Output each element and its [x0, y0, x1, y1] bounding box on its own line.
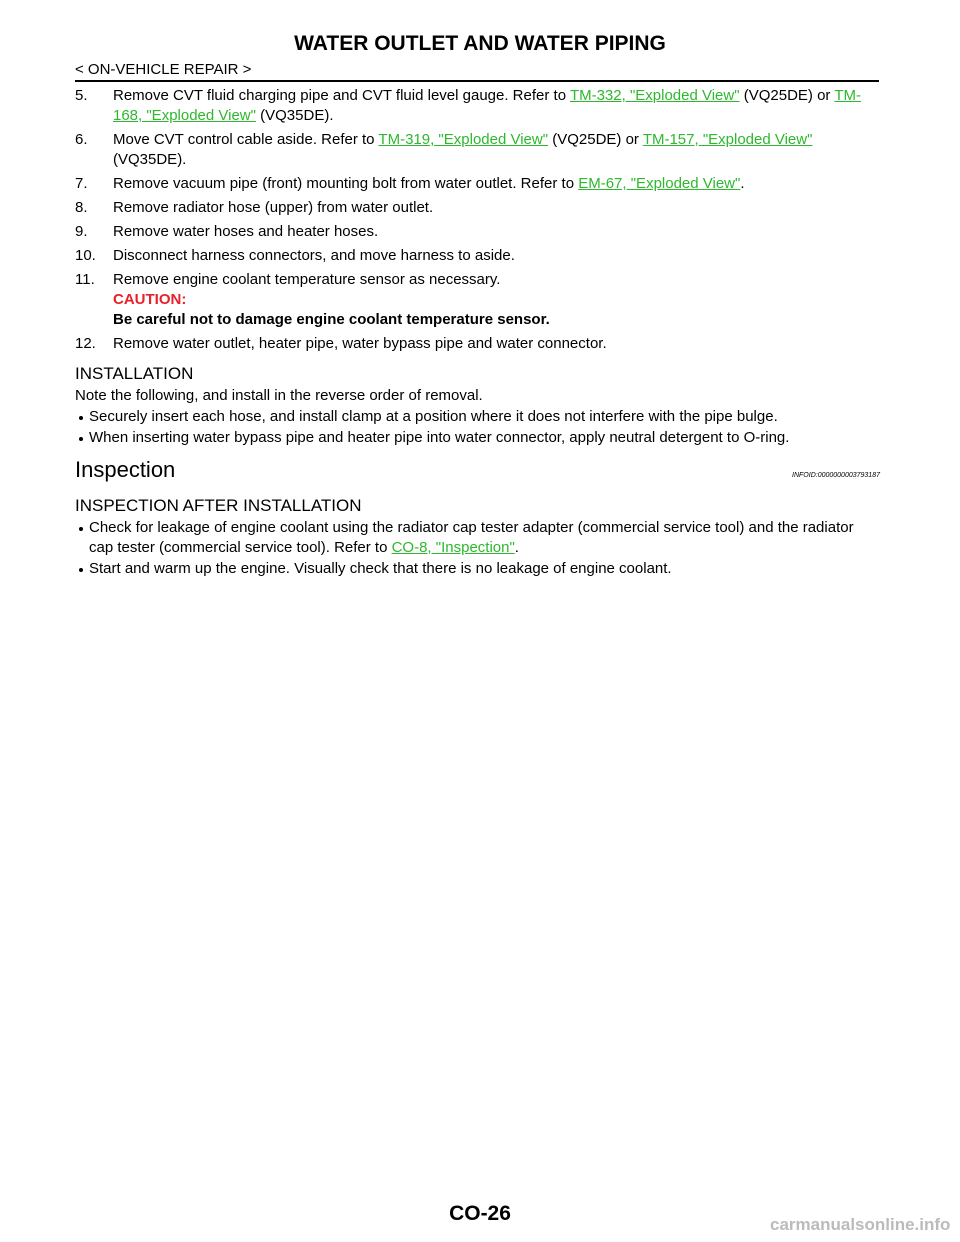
bullet-item: Check for leakage of engine coolant usin… — [75, 518, 880, 558]
step-body: Remove water hoses and heater hoses. — [113, 222, 880, 242]
bullet-dot — [75, 407, 89, 427]
watermark: carmanualsonline.info — [770, 1215, 951, 1234]
text: (VQ25DE) or — [739, 87, 835, 104]
text: Disconnect harness connectors, and move … — [113, 247, 515, 264]
step-body: Remove water outlet, heater pipe, water … — [113, 334, 880, 354]
caution-label: CAUTION: — [113, 291, 187, 308]
note: Note the following, and install in the r… — [75, 387, 483, 404]
step-number: 11. — [75, 271, 95, 288]
reference-link[interactable]: EM-67, "Exploded View" — [578, 175, 741, 192]
step-body: Remove radiator hose (upper) from water … — [113, 198, 880, 218]
header-rule — [75, 80, 879, 82]
bullet-dot — [75, 559, 89, 579]
text: (VQ35DE). — [255, 107, 334, 124]
reference-link[interactable]: TM-168, "Exploded View" — [113, 87, 861, 124]
text: Start and warm up the engine. Visually c… — [89, 560, 672, 577]
caution-text: Be careful not to damage engine coolant … — [113, 311, 550, 328]
step-number: 6. — [75, 131, 88, 148]
bullet-text: Start and warm up the engine. Visually c… — [89, 559, 672, 579]
step: 9. Remove water hoses and heater hoses. — [75, 222, 880, 242]
step: 10. Disconnect harness connectors, and mo… — [75, 246, 880, 266]
text: Remove engine coolant temperature sensor… — [113, 271, 501, 288]
text: (VQ25DE) or — [548, 131, 643, 148]
step: 8. Remove radiator hose (upper) from wate… — [75, 198, 880, 218]
bullet-text: Securely insert each hose, and install c… — [89, 408, 778, 425]
text: Check for leakage of engine coolant usin… — [89, 519, 854, 556]
reference-link[interactable]: TM-332, "Exploded View" — [569, 87, 740, 104]
bullet-item: Securely insert each hose, and install c… — [75, 407, 880, 427]
reference-link[interactable]: TM-319, "Exploded View" — [378, 131, 549, 148]
subheading: INSPECTION AFTER INSTALLATION — [75, 496, 362, 515]
text: (VQ35DE). — [113, 151, 187, 168]
step-number: 5. — [75, 87, 88, 104]
bullet-item: When inserting water bypass pipe and hea… — [75, 428, 880, 448]
subheading: INSTALLATION — [75, 364, 194, 383]
step: 12. Remove water outlet, heater pipe, wat… — [75, 334, 880, 354]
bullet-text: When inserting water bypass pipe and hea… — [89, 429, 790, 446]
heading-text: Inspection — [75, 457, 176, 482]
step-body: Remove engine coolant temperature sensor… — [113, 270, 880, 330]
section-heading: Inspection INFOID:0000000003793187 — [75, 457, 880, 486]
text: Remove water hoses and heater hoses. — [113, 223, 379, 240]
text: . — [740, 175, 745, 192]
bullet-dot — [75, 428, 89, 448]
step: 6. Move CVT control cable aside. Refer to… — [75, 130, 880, 170]
text: Remove CVT fluid charging pipe and CVT f… — [113, 87, 570, 104]
step: 11. Remove engine coolant temperature sen… — [75, 270, 880, 330]
step-number: 8. — [75, 199, 88, 216]
text: Remove vacuum pipe (front) mounting bolt… — [113, 175, 579, 192]
step-body: Remove vacuum pipe (front) mounting bolt… — [113, 174, 880, 194]
step-number: 10. — [75, 247, 96, 264]
text: . — [514, 539, 519, 556]
bullet-item: Start and warm up the engine. Visually c… — [75, 559, 880, 579]
page-number: CO-26 — [449, 1202, 511, 1225]
bullet-dot — [75, 518, 89, 558]
step: 7. Remove vacuum pipe (front) mounting bo… — [75, 174, 880, 194]
page-title: WATER OUTLET AND WATER PIPING — [294, 32, 666, 55]
section-label: < ON-VEHICLE REPAIR > — [75, 61, 252, 78]
reference-link[interactable]: CO-8, "Inspection" — [391, 539, 515, 556]
text: Remove water outlet, heater pipe, water … — [113, 335, 607, 352]
bullet-text: Check for leakage of engine coolant usin… — [89, 518, 880, 558]
text: Remove radiator hose (upper) from water … — [113, 199, 434, 216]
step-number: 9. — [75, 223, 88, 240]
step: 5. Remove CVT fluid charging pipe and CVT… — [75, 86, 880, 126]
step-body: Move CVT control cable aside. Refer to T… — [113, 130, 880, 170]
step-body: Disconnect harness connectors, and move … — [113, 246, 880, 266]
step-body: Remove CVT fluid charging pipe and CVT f… — [113, 86, 880, 126]
content: 5. Remove CVT fluid charging pipe and CVT… — [75, 86, 880, 580]
text: Move CVT control cable aside. Refer to — [113, 131, 379, 148]
reference-link[interactable]: TM-157, "Exploded View" — [642, 131, 813, 148]
step-number: 12. — [75, 335, 96, 352]
step-number: 7. — [75, 175, 88, 192]
info-id: INFOID:0000000003793187 — [792, 472, 880, 479]
